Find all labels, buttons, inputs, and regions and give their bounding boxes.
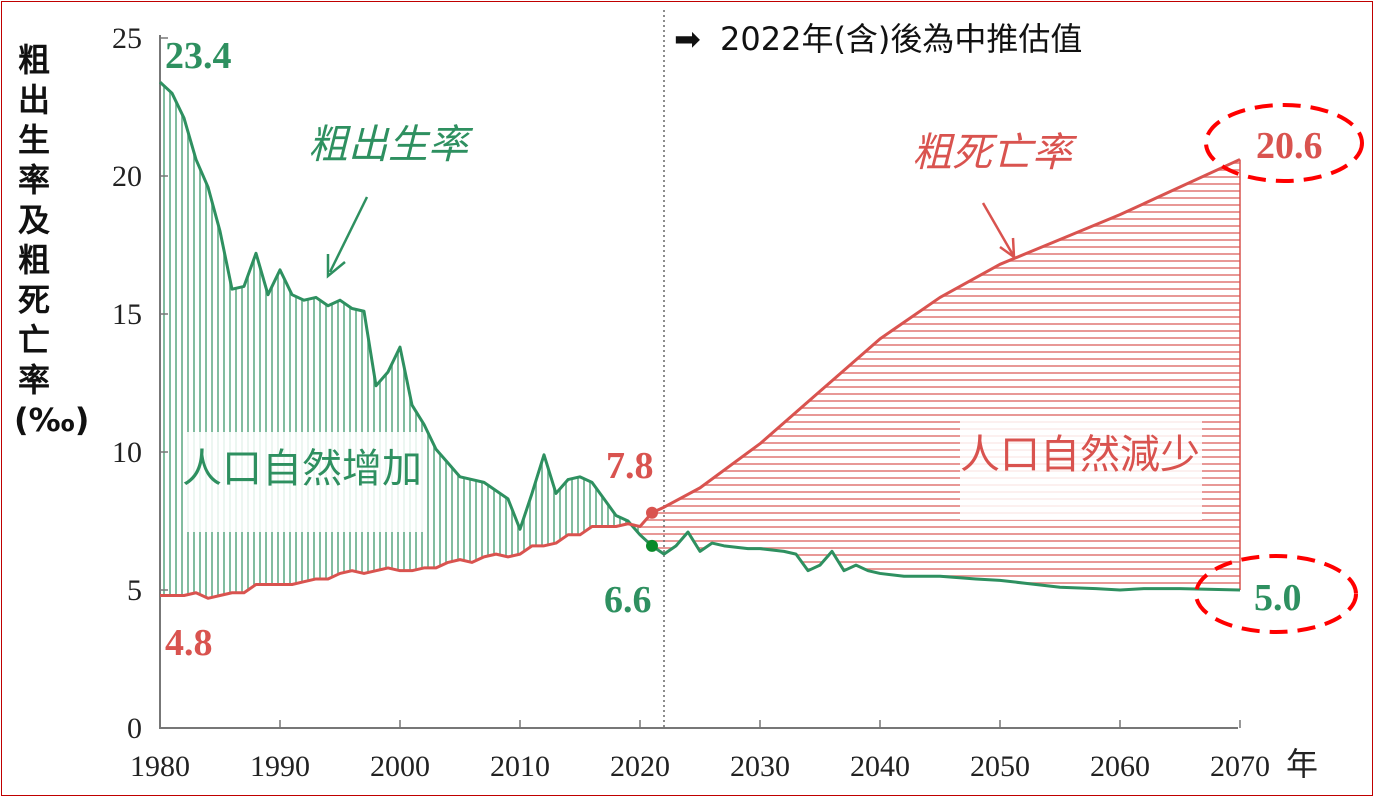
arrow-head-icon <box>999 237 1016 260</box>
highlight-circle <box>1194 554 1358 634</box>
birth-rate-series-label: 粗出生率 <box>308 122 474 168</box>
x-tick-label: 2070 <box>1210 750 1270 783</box>
y-tick-label: 20 <box>112 160 142 193</box>
value-annotation: 7.8 <box>606 445 654 487</box>
value-annotation: 23.4 <box>165 35 232 77</box>
x-tick-label: 2000 <box>370 750 430 783</box>
x-tick-label: 2020 <box>610 750 670 783</box>
arrow-head-icon <box>326 254 346 279</box>
projection-note: 2022年(含)後為中推估值 <box>720 20 1082 58</box>
y-tick-label: 10 <box>112 436 142 469</box>
x-tick-label: 2040 <box>850 750 910 783</box>
natural-decrease-label: 人口自然減少 <box>960 432 1200 478</box>
birth-rate-2021-point <box>646 539 658 552</box>
x-tick-label: 1980 <box>130 750 190 783</box>
x-tick-label: 2030 <box>730 750 790 783</box>
arrow-right-icon: ➡ <box>674 20 701 58</box>
area-label-bg <box>960 420 1202 520</box>
value-annotation: 20.6 <box>1256 125 1323 167</box>
x-tick-label: 2010 <box>490 750 550 783</box>
y-tick-label: 25 <box>112 22 142 55</box>
value-annotation: 6.6 <box>604 579 652 621</box>
natural-increase-label: 人口自然增加 <box>182 446 422 492</box>
birth-rate-arrow <box>328 196 369 273</box>
value-annotation: 4.8 <box>165 622 213 664</box>
natural-decrease-area <box>640 159 1240 590</box>
x-axis-title: 年 <box>1286 745 1318 783</box>
x-tick-label: 1990 <box>250 750 310 783</box>
value-annotation: 5.0 <box>1254 577 1302 619</box>
death-rate-2021-point <box>646 506 658 519</box>
series-line-birth-rate <box>158 81 1241 592</box>
series-line-death-rate <box>160 158 1241 600</box>
y-tick-label: 15 <box>112 298 142 331</box>
y-tick-label: 5 <box>127 574 142 607</box>
death-rate-series-label: 粗死亡率 <box>912 130 1078 176</box>
x-tick-label: 2050 <box>970 750 1030 783</box>
y-tick-label: 0 <box>127 712 142 745</box>
area-label-bg <box>185 432 425 532</box>
x-tick-label: 2060 <box>1090 750 1150 783</box>
highlight-circle <box>1204 103 1364 183</box>
death-rate-arrow <box>981 202 1015 256</box>
